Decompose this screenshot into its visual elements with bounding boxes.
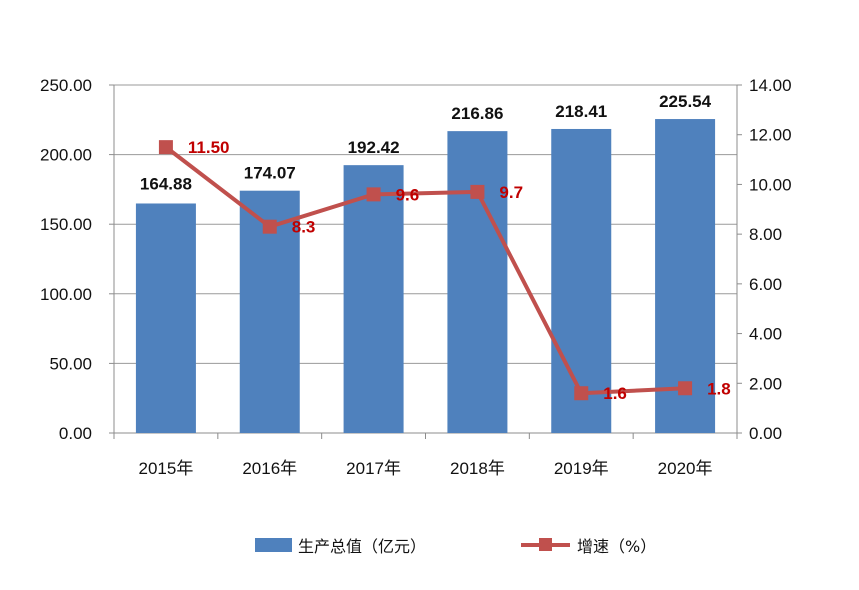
legend-label-line: 增速（%） — [577, 537, 656, 556]
x-tick-label: 2020年 — [658, 459, 713, 478]
y-right-tick-label: 10.00 — [749, 175, 792, 194]
y-right-tick-label: 4.00 — [749, 325, 782, 344]
bar-data-label: 218.41 — [555, 102, 607, 121]
y-left-tick-label: 100.00 — [40, 285, 92, 304]
y-left-tick-label: 200.00 — [40, 146, 92, 165]
line-point-marker[interactable] — [574, 386, 589, 401]
bar-data-label: 174.07 — [244, 164, 296, 183]
line-data-label: 8.3 — [292, 218, 316, 237]
y-right-tick-label: 12.00 — [749, 126, 792, 145]
bar[interactable] — [551, 128, 612, 434]
bar[interactable] — [135, 203, 196, 433]
y-right-tick-label: 0.00 — [749, 424, 782, 443]
legend-swatch-bar — [255, 538, 292, 552]
y-left-tick-label: 0.00 — [59, 424, 92, 443]
line-point-marker[interactable] — [470, 184, 485, 199]
legend-marker — [539, 538, 552, 551]
line-point-marker[interactable] — [158, 140, 173, 155]
bar-data-label: 164.88 — [140, 174, 192, 193]
line-point-marker[interactable] — [366, 187, 381, 202]
y-right-tick-label: 6.00 — [749, 275, 782, 294]
line-data-label: 1.8 — [707, 379, 731, 398]
bar-data-label: 225.54 — [659, 92, 712, 111]
x-tick-label: 2015年 — [139, 459, 194, 478]
bar-data-label: 192.42 — [348, 138, 400, 157]
line-data-label: 11.50 — [188, 138, 230, 157]
y-right-tick-label: 14.00 — [749, 76, 792, 95]
growth-line — [164, 145, 686, 396]
x-tick-label: 2017年 — [346, 459, 401, 478]
x-tick-label: 2018年 — [450, 459, 505, 478]
bar[interactable] — [655, 119, 716, 434]
legend-label-bar: 生产总值（亿元） — [298, 537, 426, 556]
x-tick-label: 2016年 — [242, 459, 297, 478]
bar[interactable] — [343, 165, 404, 433]
line-data-label: 9.7 — [499, 183, 523, 202]
line-data-label: 9.6 — [396, 185, 420, 204]
y-left-tick-label: 250.00 — [40, 76, 92, 95]
y-right-tick-label: 2.00 — [749, 374, 782, 393]
y-left-tick-label: 150.00 — [40, 215, 92, 234]
x-tick-label: 2019年 — [554, 459, 609, 478]
y-right-tick-label: 8.00 — [749, 225, 782, 244]
bar-data-label: 216.86 — [451, 104, 503, 123]
bar[interactable] — [447, 131, 508, 434]
y-left-tick-label: 50.00 — [49, 354, 92, 373]
line-point-marker[interactable] — [678, 381, 693, 396]
line-point-marker[interactable] — [262, 219, 277, 234]
line-data-label: 1.6 — [603, 384, 627, 403]
